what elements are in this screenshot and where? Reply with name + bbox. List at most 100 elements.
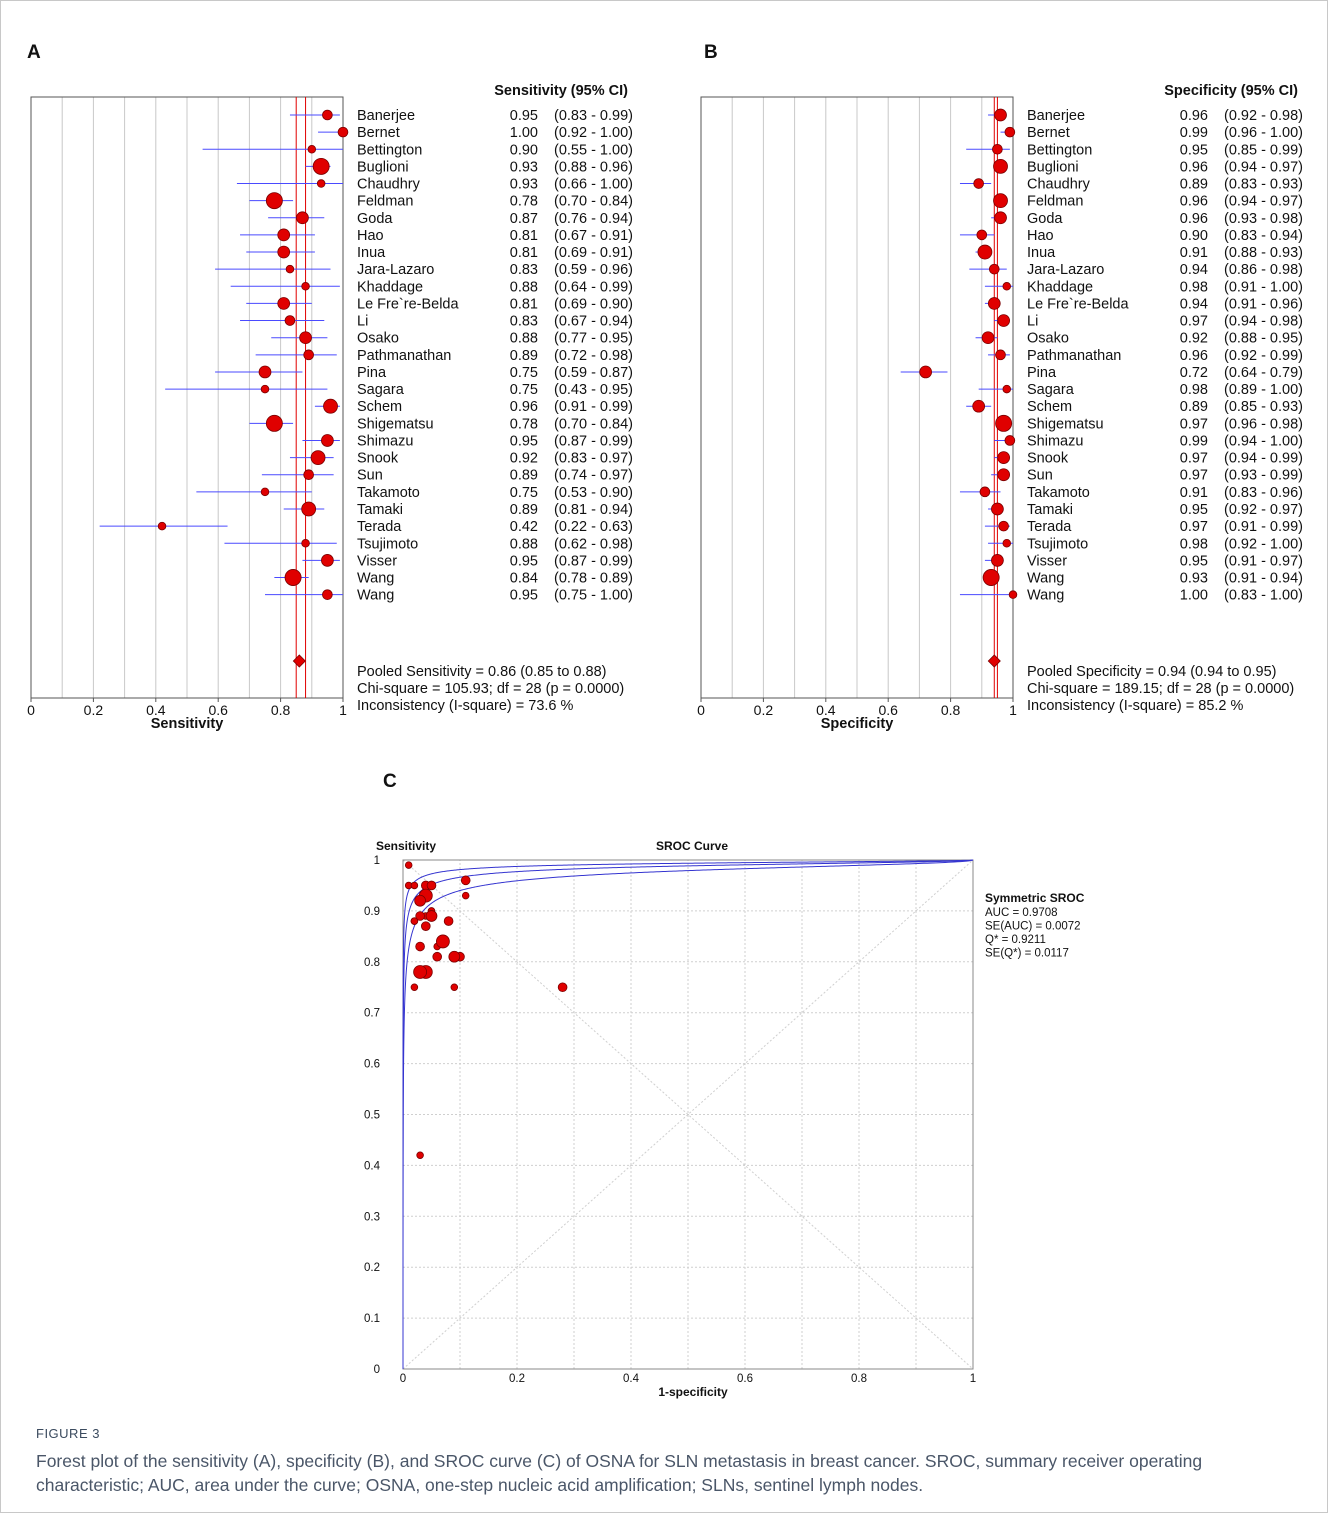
study-ci: (0.85 - 0.99): [1224, 142, 1303, 158]
column-header: Specificity (95% CI): [1164, 83, 1298, 99]
study-name: Buglioni: [1027, 159, 1079, 175]
study-name: Schem: [1027, 399, 1072, 415]
study-estimate: 0.88: [510, 279, 538, 295]
estimate-marker: [303, 349, 314, 361]
study-ci: (0.83 - 0.93): [1224, 177, 1303, 193]
study-ci: (0.96 - 0.98): [1224, 416, 1303, 432]
study-name: Wang: [1027, 588, 1064, 604]
summary-stat: Pooled Specificity = 0.94 (0.94 to 0.95): [1027, 664, 1276, 680]
study-name: Shigematsu: [357, 416, 434, 432]
x-tick-label: 0.4: [816, 702, 836, 718]
summary-stat: Inconsistency (I-square) = 85.2 %: [1027, 698, 1244, 714]
estimate-marker: [277, 297, 291, 310]
study-estimate: 0.89: [1180, 399, 1208, 415]
study-ci: (0.91 - 0.99): [1224, 519, 1303, 535]
study-name: Schem: [357, 399, 402, 415]
study-estimate: 0.95: [510, 588, 538, 604]
study-name: Goda: [1027, 211, 1063, 227]
plot-frame: [30, 96, 344, 699]
study-estimate: 0.95: [1180, 142, 1208, 158]
study-ci: (0.92 - 1.00): [554, 125, 633, 141]
study-point: [410, 983, 419, 992]
study-estimate: 0.78: [510, 194, 538, 210]
study-estimate: 0.84: [510, 571, 538, 587]
study-name: Terada: [1027, 519, 1072, 535]
x-tick-label: 0.6: [878, 702, 898, 718]
figure-canvas: A Sensitivity (95% CI) Banerjee 0.95 (0.83 -…: [27, 42, 1303, 1399]
sroc-stat: Q* = 0.9211: [985, 934, 1046, 946]
estimate-marker: [316, 179, 326, 188]
pooled-diamond: [292, 654, 306, 668]
study-name: Feldman: [357, 194, 413, 210]
study-estimate: 0.99: [1180, 125, 1208, 141]
estimate-marker: [994, 108, 1007, 122]
study-estimate: 0.88: [510, 331, 538, 347]
estimate-marker: [993, 158, 1008, 174]
study-ci: (0.55 - 1.00): [554, 142, 633, 158]
study-name: Tsujimoto: [357, 536, 418, 552]
study-ci: (0.59 - 0.96): [554, 262, 633, 278]
study-estimate: 0.90: [1180, 228, 1208, 244]
study-ci: (0.94 - 0.97): [1224, 194, 1303, 210]
study-name: Visser: [357, 553, 397, 569]
study-name: Wang: [1027, 571, 1064, 587]
estimate-marker: [995, 414, 1013, 432]
estimate-marker: [265, 192, 283, 210]
estimate-marker: [321, 434, 334, 447]
study-name: Sagara: [1027, 382, 1075, 398]
study-name: Wang: [357, 571, 394, 587]
study-ci: (0.83 - 1.00): [1224, 588, 1303, 604]
y-tick-label: 0: [374, 1364, 380, 1376]
study-name: Feldman: [1027, 194, 1083, 210]
study-ci: (0.94 - 0.98): [1224, 314, 1303, 330]
estimate-marker: [997, 314, 1010, 327]
estimate-marker: [296, 211, 309, 225]
plot-frame: [700, 96, 1014, 699]
study-ci: (0.75 - 1.00): [554, 588, 633, 604]
study-estimate: 0.98: [1180, 382, 1208, 398]
figure-caption: FIGURE 3 Forest plot of the sensitivity …: [36, 1426, 1296, 1497]
study-estimate: 0.95: [510, 433, 538, 449]
study-name: Sun: [357, 468, 383, 484]
study-name: Osako: [357, 331, 399, 347]
study-ci: (0.92 - 0.97): [1224, 502, 1303, 518]
forest-panel-b: B Specificity (95% CI) Banerjee 0.96 (0.92 -…: [697, 42, 1303, 732]
x-axis-label: 1-specificity: [658, 1385, 728, 1399]
study-ci: (0.91 - 0.96): [1224, 296, 1303, 312]
study-name: Takamoto: [1027, 485, 1090, 501]
y-tick-label: 0.7: [364, 1008, 380, 1020]
study-ci: (0.88 - 0.93): [1224, 245, 1303, 261]
study-estimate: 1.00: [510, 125, 538, 141]
study-ci: (0.92 - 0.98): [1224, 108, 1303, 124]
estimate-marker: [337, 126, 349, 138]
study-ci: (0.92 - 0.99): [1224, 348, 1303, 364]
study-estimate: 0.75: [510, 485, 538, 501]
study-estimate: 0.96: [1180, 348, 1208, 364]
y-tick-label: 0.4: [364, 1160, 381, 1172]
study-estimate: 0.90: [510, 142, 538, 158]
y-tick-label: 0.9: [364, 906, 380, 918]
study-estimate: 0.95: [510, 553, 538, 569]
study-ci: (0.83 - 0.94): [1224, 228, 1303, 244]
study-name: Jara-Lazaro: [1027, 262, 1104, 278]
estimate-marker: [303, 469, 314, 481]
study-ci: (0.91 - 0.94): [1224, 571, 1303, 587]
study-name: Shimazu: [1027, 433, 1083, 449]
study-estimate: 0.88: [510, 536, 538, 552]
study-estimate: 0.89: [1180, 177, 1208, 193]
study-ci: (0.64 - 0.79): [1224, 365, 1303, 381]
estimate-marker: [322, 109, 333, 121]
estimate-marker: [284, 569, 302, 586]
study-name: Banerjee: [357, 108, 415, 124]
study-estimate: 0.89: [510, 348, 538, 364]
study-estimate: 0.93: [510, 177, 538, 193]
study-ci: (0.93 - 0.99): [1224, 468, 1303, 484]
study-point: [450, 983, 459, 992]
study-ci: (0.93 - 0.98): [1224, 211, 1303, 227]
diagonal-line: [402, 859, 974, 1370]
x-tick-label: 0.2: [754, 702, 774, 718]
study-estimate: 0.94: [1180, 262, 1208, 278]
study-ci: (0.91 - 0.99): [554, 399, 633, 415]
y-tick-label: 0.1: [364, 1313, 380, 1325]
study-estimate: 0.96: [510, 399, 538, 415]
